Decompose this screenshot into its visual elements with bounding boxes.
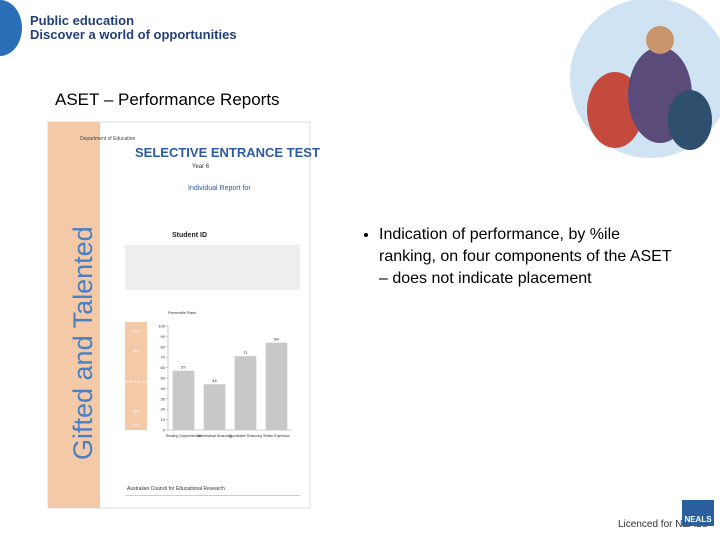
band-label: 10% (132, 424, 139, 428)
report-chart: 10% 15% Middle 50% of students 15% 10% 0 10 20 3… (118, 324, 292, 438)
licence-text: Licenced for NEALS (618, 519, 708, 530)
y-tick-label: 30 (161, 396, 166, 401)
band-label: 15% (132, 410, 139, 414)
bar (203, 384, 226, 430)
photo-face (646, 26, 674, 54)
report-year: Year 6 (192, 164, 210, 170)
bar (265, 342, 288, 430)
value-label: 71 (243, 350, 248, 355)
bullet-list: Indication of performance, by %ile ranki… (365, 224, 675, 290)
y-tick-label: 50 (161, 376, 166, 381)
value-label: 57 (181, 365, 186, 370)
band-label: 10% (132, 330, 139, 334)
y-tick-label: 60 (161, 365, 166, 370)
bar (172, 370, 195, 430)
y-tick-label: 0 (163, 428, 166, 433)
report-footer: Australian Council for Educational Resea… (127, 486, 225, 492)
report-subheading: Individual Report for (188, 185, 251, 192)
neals-logo (682, 500, 714, 526)
band-label: 15% (132, 349, 139, 353)
y-tick-label: 10 (161, 417, 166, 422)
report-department: Department of Education (80, 136, 136, 142)
value-label: 84 (274, 337, 279, 342)
report-band-column (125, 322, 147, 430)
bullet: Indication of performance, by %ile ranki… (379, 224, 675, 290)
y-tick-label: 90 (161, 334, 166, 339)
y-tick-label: 40 (161, 386, 166, 391)
bar (234, 356, 257, 430)
value-label: 44 (212, 378, 217, 383)
report-heading: SELECTIVE ENTRANCE TEST (135, 145, 320, 160)
y-tick-label: 100 (158, 324, 165, 329)
x-tick-label: Quantitative Reasoning (229, 434, 262, 438)
photo-person (668, 90, 712, 150)
y-tick-label: 20 (161, 407, 166, 412)
header-line1: Public education (30, 13, 134, 28)
report-side-text: Gifted and Talented (68, 226, 98, 460)
y-tick-label: 80 (161, 344, 166, 349)
band-label: Middle 50% of students (118, 380, 155, 384)
x-tick-label: Reading Comprehension (166, 434, 201, 438)
report-strip (48, 122, 100, 508)
report-text-block (125, 245, 300, 290)
x-tick-label: Mathematical Reasoning (197, 434, 232, 438)
bullet-box: Indication of performance, by %ile ranki… (365, 224, 675, 290)
report-rule (125, 495, 300, 496)
logo-arc (0, 0, 22, 56)
report-student: Student ID (172, 232, 207, 239)
y-tick-label: 70 (161, 355, 166, 360)
x-tick-label: Written Expression (263, 434, 290, 438)
header-line2: Discover a world of opportunities (30, 27, 237, 42)
slide-title: ASET – Performance Reports (55, 90, 280, 109)
report-axis-title: Percentile Rank (168, 310, 196, 315)
neals-label: NEALS (684, 515, 712, 524)
